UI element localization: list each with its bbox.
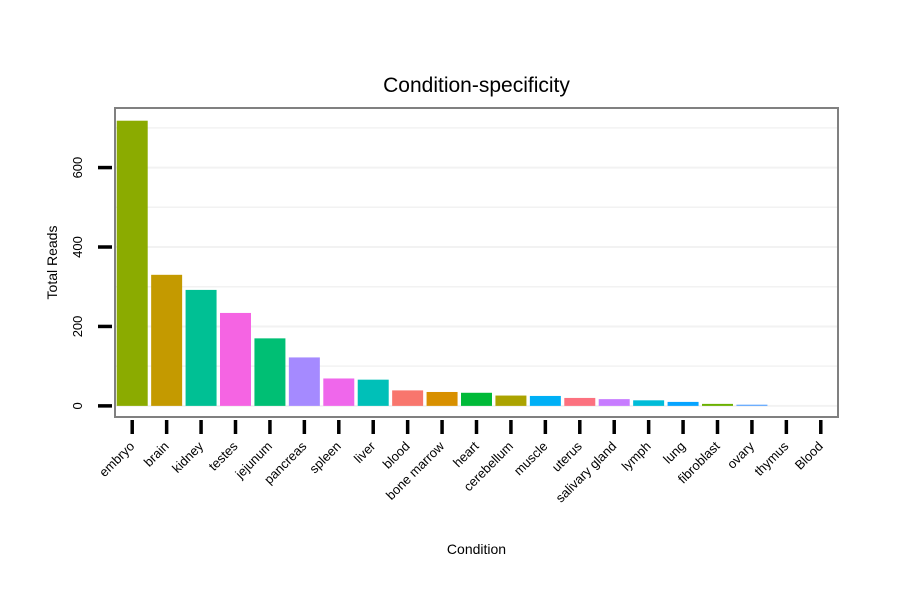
chart-title: Condition-specificity bbox=[383, 74, 570, 97]
bar bbox=[702, 403, 733, 406]
y-tick-label: 0 bbox=[70, 402, 85, 409]
bar bbox=[667, 401, 699, 406]
y-axis-title: Total Reads bbox=[44, 226, 60, 300]
bar bbox=[564, 397, 596, 406]
bar bbox=[288, 357, 320, 406]
bar bbox=[461, 392, 492, 406]
x-tick-label: kidney bbox=[169, 438, 207, 476]
bar bbox=[254, 338, 286, 406]
x-tick-label: lung bbox=[660, 439, 688, 467]
bar bbox=[633, 400, 665, 406]
bar bbox=[185, 289, 217, 406]
y-tick-label: 600 bbox=[70, 157, 85, 179]
x-tick-label: spleen bbox=[306, 439, 344, 477]
y-tick-label: 200 bbox=[70, 316, 85, 338]
y-axis: 0 200 400 600 bbox=[70, 157, 112, 409]
bar bbox=[357, 379, 389, 406]
x-tick-label: liver bbox=[351, 438, 379, 466]
x-tick-label: embryo bbox=[96, 439, 137, 480]
bar bbox=[426, 391, 458, 406]
bar bbox=[736, 404, 768, 406]
x-tick-label: Blood bbox=[792, 439, 826, 473]
x-tick-label: salivary gland bbox=[553, 439, 620, 506]
plot-border bbox=[114, 107, 839, 418]
x-tick-label: lymph bbox=[619, 439, 654, 474]
x-tick-label: heart bbox=[450, 438, 482, 470]
y-tick-label: 400 bbox=[70, 236, 85, 258]
bar bbox=[323, 378, 355, 406]
bars bbox=[116, 120, 768, 406]
x-tick-label: thymus bbox=[751, 438, 792, 479]
bar bbox=[529, 395, 561, 406]
bar bbox=[598, 399, 630, 406]
bar bbox=[116, 120, 148, 406]
bar bbox=[220, 312, 251, 406]
bar bbox=[151, 274, 183, 406]
x-axis-title: Condition bbox=[447, 541, 506, 557]
bar bbox=[392, 390, 424, 406]
x-tick-label: muscle bbox=[511, 439, 551, 479]
bar bbox=[495, 395, 527, 406]
x-tick-label: brain bbox=[141, 439, 172, 470]
